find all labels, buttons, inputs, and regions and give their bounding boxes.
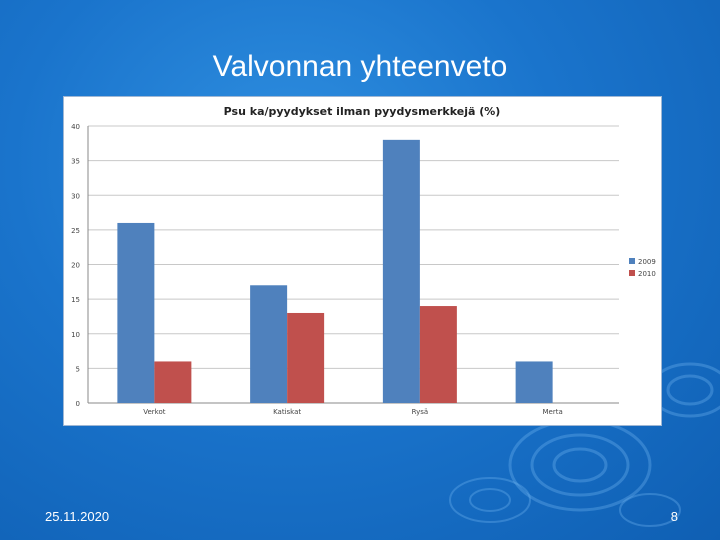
y-tick-label: 5 bbox=[76, 365, 80, 373]
y-tick-label: 35 bbox=[71, 158, 80, 166]
y-tick-label: 20 bbox=[71, 262, 80, 270]
y-tick-label: 0 bbox=[76, 400, 80, 408]
bar-2009-verkot bbox=[117, 222, 155, 403]
bar-2010-verkot bbox=[154, 361, 192, 403]
legend-swatch-2010 bbox=[629, 270, 635, 276]
legend-label-2009: 2009 bbox=[638, 258, 656, 266]
x-tick-label: Verkot bbox=[143, 408, 166, 416]
y-tick-label: 25 bbox=[71, 227, 80, 235]
y-tick-label: 40 bbox=[71, 123, 80, 131]
x-tick-label: Rysä bbox=[412, 408, 429, 416]
page-number: 8 bbox=[670, 509, 678, 524]
y-tick-label: 10 bbox=[71, 331, 80, 339]
bar-2009-rysä bbox=[382, 139, 420, 403]
chart-container: Psu ka/pyydykset ilman pyydysmerkkejä (%… bbox=[63, 96, 662, 426]
y-tick-label: 15 bbox=[71, 296, 80, 304]
y-tick-label: 30 bbox=[71, 192, 80, 200]
slide-date: 25.11.2020 bbox=[45, 509, 110, 524]
bar-2010-rysä bbox=[419, 306, 457, 403]
chart-title: Psu ka/pyydykset ilman pyydysmerkkejä (%… bbox=[224, 105, 501, 118]
slide-title: Valvonnan yhteenveto bbox=[212, 50, 508, 83]
legend-label-2010: 2010 bbox=[638, 270, 656, 278]
bar-2009-merta bbox=[515, 361, 553, 403]
legend-swatch-2009 bbox=[629, 258, 635, 264]
x-tick-label: Merta bbox=[542, 408, 562, 416]
x-tick-label: Katiskat bbox=[273, 408, 301, 416]
bar-chart: Psu ka/pyydykset ilman pyydysmerkkejä (%… bbox=[71, 105, 656, 416]
bar-2009-katiskat bbox=[250, 285, 288, 403]
bar-2010-katiskat bbox=[287, 312, 325, 403]
